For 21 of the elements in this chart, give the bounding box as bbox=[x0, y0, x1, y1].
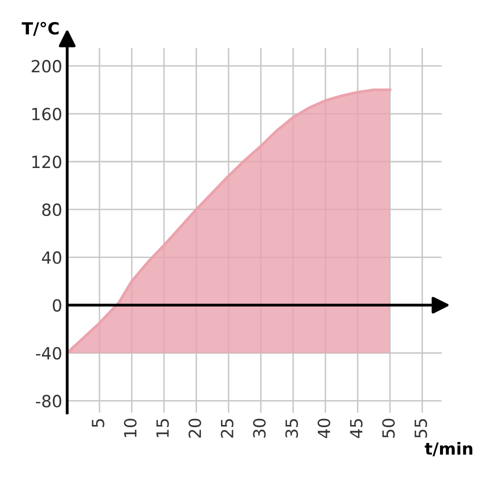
x-tick-label: 55 bbox=[414, 419, 428, 438]
x-tick-label: 30 bbox=[253, 418, 266, 438]
y-tick-label: 80 bbox=[42, 203, 62, 216]
y-tick-label: 0 bbox=[52, 299, 62, 312]
x-tick-label: 15 bbox=[156, 419, 169, 438]
x-tick-label: 25 bbox=[220, 419, 234, 438]
y-tick-label: 40 bbox=[42, 251, 62, 264]
x-tick-label: 20 bbox=[188, 418, 202, 438]
x-tick-label: 10 bbox=[124, 418, 137, 438]
y-tick-label: 120 bbox=[32, 156, 62, 168]
y-tick-label: 160 bbox=[32, 108, 62, 120]
x-tick-label: 40 bbox=[318, 418, 330, 438]
y-tick-label: -40 bbox=[36, 346, 62, 360]
x-tick-label: 5 bbox=[92, 419, 104, 427]
y-axis-title: T/°C bbox=[22, 22, 59, 36]
x-tick-label: 45 bbox=[350, 419, 363, 438]
y-tick-label: -80 bbox=[36, 394, 62, 408]
x-tick-label: 35 bbox=[285, 419, 298, 438]
x-tick-label: 50 bbox=[382, 418, 395, 438]
x-axis-title: t/min bbox=[424, 442, 472, 456]
y-tick-label: 200 bbox=[32, 60, 62, 73]
